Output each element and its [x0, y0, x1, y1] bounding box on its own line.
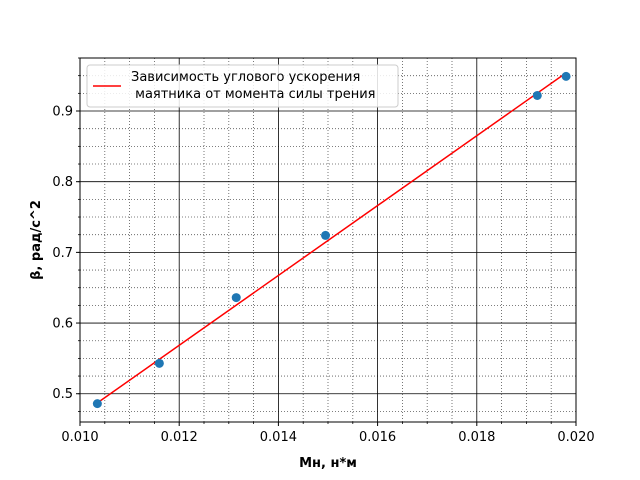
y-axis-ticks: 0.5 0.6 0.7 0.8 0.9: [52, 57, 80, 412]
minor-grid: [80, 57, 576, 422]
y-tick-label: 0.7: [52, 246, 73, 261]
x-tick-label: 0.014: [260, 430, 297, 445]
y-tick-label: 0.6: [52, 317, 73, 332]
x-tick-label: 0.016: [359, 430, 396, 445]
legend-box: [86, 64, 399, 108]
legend-label-line2: маятника от момента силы трения: [131, 87, 376, 102]
x-tick-label: 0.010: [61, 430, 98, 445]
y-tick-label: 0.8: [52, 175, 73, 190]
fit-line: [96, 72, 567, 404]
data-point: [154, 358, 164, 368]
x-tick-label: 0.012: [161, 430, 198, 445]
legend: Зависимость углового ускорения маятника …: [86, 64, 399, 108]
legend-label-line1: Зависимость углового ускорения: [131, 70, 360, 85]
y-tick-label: 0.9: [52, 105, 73, 120]
x-tick-label: 0.020: [557, 430, 594, 445]
y-tick-label: 0.5: [52, 387, 73, 402]
x-axis-ticks: 0.010 0.012 0.014 0.016 0.018 0.020: [61, 422, 595, 445]
points-layer: [92, 71, 571, 409]
x-axis-label: Мн, н*м: [299, 456, 357, 471]
data-point: [92, 399, 102, 409]
data-point: [231, 293, 241, 303]
x-tick-label: 0.018: [458, 430, 495, 445]
y-axis-label: β, рад/с^2: [29, 200, 44, 280]
fit-line-layer: [96, 72, 567, 404]
data-point: [561, 71, 571, 81]
data-point: [321, 230, 331, 240]
data-point: [532, 90, 542, 100]
